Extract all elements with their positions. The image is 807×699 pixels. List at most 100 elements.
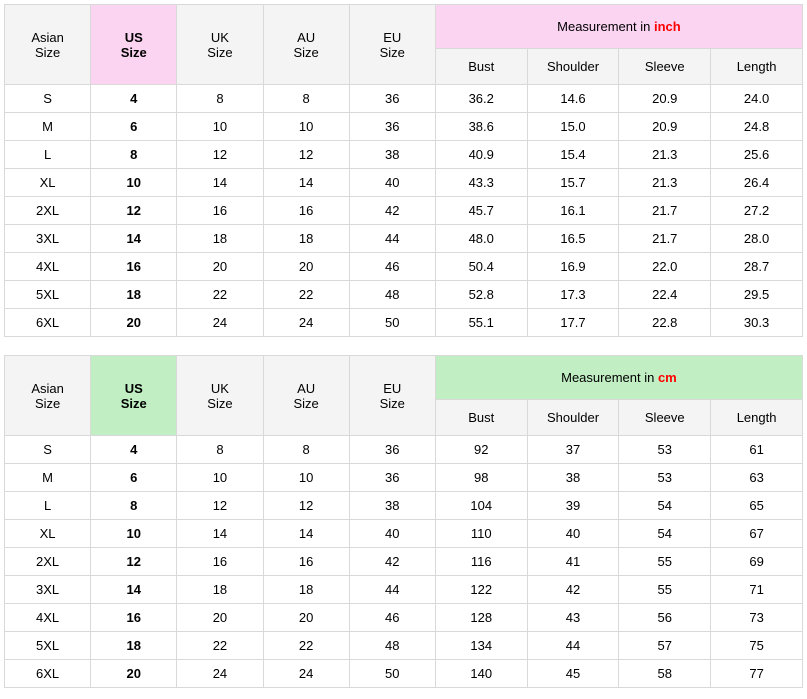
eu-size-header: EUSize (349, 356, 435, 436)
us-size-cell: 16 (91, 604, 177, 632)
measurement-header: Measurement in inch (435, 5, 802, 49)
au-size-cell: 24 (263, 660, 349, 688)
measure-cell: 22.8 (619, 309, 711, 337)
table-gap (4, 337, 803, 355)
uk-size-cell: 22 (177, 281, 263, 309)
asian-size-cell: 6XL (5, 309, 91, 337)
measure-cell: 27.2 (711, 197, 803, 225)
table-row: 5XL1822224852.817.322.429.5 (5, 281, 803, 309)
asian-size-cell: 5XL (5, 281, 91, 309)
au-size-cell: 16 (263, 548, 349, 576)
uk-size-cell: 14 (177, 169, 263, 197)
asian-size-cell: M (5, 113, 91, 141)
us-size-cell: 4 (91, 436, 177, 464)
measure-header-length: Length (711, 49, 803, 85)
measurement-label-prefix: Measurement in (557, 19, 654, 34)
asian-size-cell: L (5, 141, 91, 169)
measure-cell: 53 (619, 436, 711, 464)
measure-cell: 122 (435, 576, 527, 604)
measure-cell: 61 (711, 436, 803, 464)
au-size-cell: 20 (263, 604, 349, 632)
us-size-cell: 12 (91, 197, 177, 225)
measure-cell: 30.3 (711, 309, 803, 337)
measure-cell: 43.3 (435, 169, 527, 197)
measure-cell: 26.4 (711, 169, 803, 197)
size-chart-container: AsianSizeUSSizeUKSizeAUSizeEUSizeMeasure… (4, 4, 803, 688)
eu-size-cell: 40 (349, 520, 435, 548)
measure-cell: 38 (527, 464, 619, 492)
au-size-cell: 18 (263, 576, 349, 604)
measure-cell: 16.5 (527, 225, 619, 253)
uk-size-cell: 16 (177, 197, 263, 225)
measure-cell: 52.8 (435, 281, 527, 309)
measure-cell: 54 (619, 520, 711, 548)
asian-size-cell: 4XL (5, 604, 91, 632)
us-size-cell: 8 (91, 141, 177, 169)
asian-size-cell: 3XL (5, 576, 91, 604)
asian-size-cell: S (5, 85, 91, 113)
au-size-cell: 18 (263, 225, 349, 253)
measurement-label-prefix: Measurement in (561, 370, 658, 385)
eu-size-cell: 38 (349, 141, 435, 169)
measure-header-shoulder: Shoulder (527, 49, 619, 85)
eu-size-cell: 38 (349, 492, 435, 520)
uk-size-cell: 8 (177, 436, 263, 464)
eu-size-cell: 46 (349, 604, 435, 632)
us-size-cell: 10 (91, 520, 177, 548)
measurement-header: Measurement in cm (435, 356, 802, 400)
eu-size-cell: 40 (349, 169, 435, 197)
asian-size-cell: S (5, 436, 91, 464)
measure-cell: 55 (619, 576, 711, 604)
measure-cell: 42 (527, 576, 619, 604)
table-row: 2XL1216164245.716.121.727.2 (5, 197, 803, 225)
au-size-cell: 22 (263, 632, 349, 660)
table-row: S4883636.214.620.924.0 (5, 85, 803, 113)
measure-cell: 40.9 (435, 141, 527, 169)
us-size-cell: 20 (91, 309, 177, 337)
measure-cell: 39 (527, 492, 619, 520)
measure-cell: 20.9 (619, 113, 711, 141)
table-row: 2XL12161642116415569 (5, 548, 803, 576)
us-size-cell: 14 (91, 225, 177, 253)
au-size-cell: 16 (263, 197, 349, 225)
measure-cell: 71 (711, 576, 803, 604)
eu-size-cell: 48 (349, 632, 435, 660)
table-row: M610103638.615.020.924.8 (5, 113, 803, 141)
measure-cell: 104 (435, 492, 527, 520)
uk-size-cell: 12 (177, 141, 263, 169)
au-size-cell: 20 (263, 253, 349, 281)
au-size-cell: 22 (263, 281, 349, 309)
au-size-cell: 12 (263, 141, 349, 169)
measure-cell: 45 (527, 660, 619, 688)
table-row: L8121238104395465 (5, 492, 803, 520)
asian-size-cell: 2XL (5, 548, 91, 576)
table-row: 3XL1418184448.016.521.728.0 (5, 225, 803, 253)
measure-cell: 116 (435, 548, 527, 576)
measure-cell: 21.7 (619, 197, 711, 225)
asian-size-header: AsianSize (5, 356, 91, 436)
measure-cell: 37 (527, 436, 619, 464)
asian-size-cell: M (5, 464, 91, 492)
measure-cell: 21.3 (619, 169, 711, 197)
au-size-cell: 14 (263, 520, 349, 548)
table-row: XL1014144043.315.721.326.4 (5, 169, 803, 197)
uk-size-cell: 20 (177, 604, 263, 632)
au-size-cell: 8 (263, 85, 349, 113)
eu-size-cell: 42 (349, 548, 435, 576)
uk-size-cell: 24 (177, 660, 263, 688)
us-size-cell: 12 (91, 548, 177, 576)
measure-cell: 140 (435, 660, 527, 688)
measure-cell: 15.4 (527, 141, 619, 169)
table-row: 5XL18222248134445775 (5, 632, 803, 660)
uk-size-cell: 24 (177, 309, 263, 337)
table-row: S4883692375361 (5, 436, 803, 464)
table-row: 6XL2024245055.117.722.830.3 (5, 309, 803, 337)
us-size-cell: 18 (91, 632, 177, 660)
eu-size-cell: 42 (349, 197, 435, 225)
eu-size-cell: 36 (349, 113, 435, 141)
measure-cell: 50.4 (435, 253, 527, 281)
measurement-unit: cm (658, 370, 677, 385)
au-size-cell: 24 (263, 309, 349, 337)
eu-size-header: EUSize (349, 5, 435, 85)
us-size-cell: 6 (91, 464, 177, 492)
